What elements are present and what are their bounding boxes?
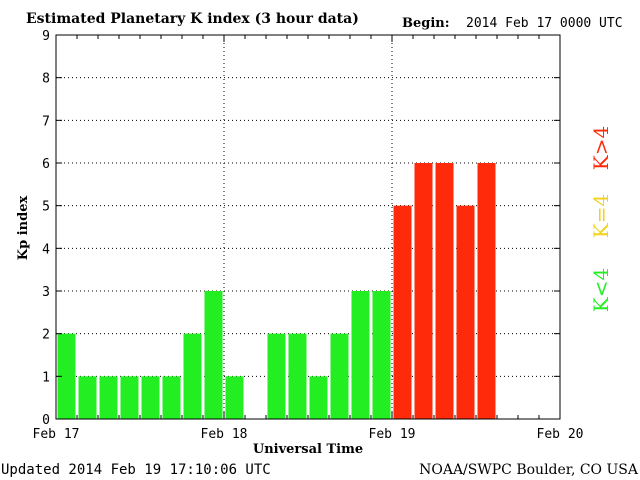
kp-bar: [351, 291, 370, 419]
x-tick-label: Feb 20: [537, 427, 584, 442]
legend-mid: K=4: [589, 194, 613, 238]
kp-bar: [477, 163, 496, 419]
y-tick-label: 1: [42, 370, 50, 385]
legend-low: K<4: [589, 268, 613, 312]
y-tick-label: 5: [42, 200, 50, 215]
y-tick-label: 9: [42, 29, 50, 44]
y-tick-label: 8: [42, 72, 50, 87]
kp-bar: [141, 376, 160, 419]
x-tick-label: Feb 19: [369, 427, 416, 442]
x-tick-labels: Feb 17 Feb 18 Feb 19 Feb 20: [33, 427, 584, 442]
kp-bar: [162, 376, 181, 419]
y-tick-labels: 0 1 2 3 4 5 6 7 8 9: [42, 29, 50, 428]
kp-bar: [435, 163, 454, 419]
credit-text: NOAA/SWPC Boulder, CO USA: [419, 462, 639, 478]
y-axis-label: Kp index: [16, 196, 31, 261]
kp-bar: [204, 291, 223, 419]
x-axis-label: Universal Time: [253, 442, 363, 457]
begin-label: Begin:: [402, 16, 450, 31]
y-tick-label: 3: [42, 285, 50, 300]
y-tick-label: 6: [42, 157, 50, 172]
plot-frame: [55, 34, 561, 420]
kp-bar: [288, 333, 307, 419]
kp-bar: [309, 376, 328, 419]
kp-bar: [267, 333, 286, 419]
x-tick-label: Feb 17: [33, 427, 80, 442]
y-tick-label: 0: [42, 413, 50, 428]
kp-bar: [456, 205, 475, 419]
kp-bar: [225, 376, 244, 419]
kp-bar: [372, 291, 391, 419]
kp-bar: [414, 163, 433, 419]
kp-bar: [393, 205, 412, 419]
kp-bar: [78, 376, 97, 419]
kp-bar: [330, 333, 349, 419]
y-tick-label: 7: [42, 114, 50, 129]
y-tick-label: 2: [42, 328, 50, 343]
grid-lines: [56, 35, 560, 419]
chart-title: Estimated Planetary K index (3 hour data…: [26, 11, 359, 27]
begin-value: 2014 Feb 17 0000 UTC: [466, 16, 623, 31]
updated-timestamp: Updated 2014 Feb 19 17:10:06 UTC: [1, 462, 271, 478]
kp-bar: [57, 333, 76, 419]
kp-bar: [120, 376, 139, 419]
y-tick-label: 4: [42, 242, 50, 257]
legend-high: K>4: [589, 126, 613, 170]
kp-bar: [183, 333, 202, 419]
bars: [57, 163, 496, 419]
x-tick-label: Feb 18: [201, 427, 248, 442]
kp-bar: [99, 376, 118, 419]
